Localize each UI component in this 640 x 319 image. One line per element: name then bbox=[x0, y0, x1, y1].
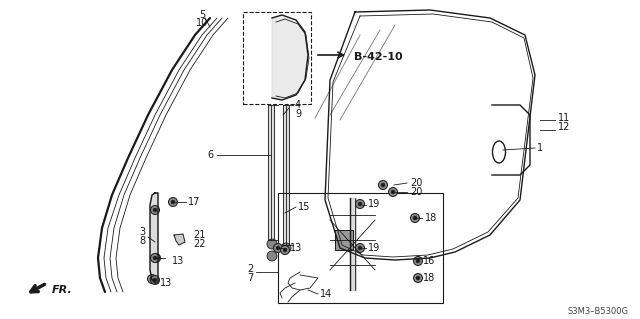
Text: 22: 22 bbox=[193, 239, 205, 249]
Circle shape bbox=[150, 205, 159, 214]
Polygon shape bbox=[350, 198, 356, 290]
Circle shape bbox=[168, 197, 177, 206]
Text: 20: 20 bbox=[410, 187, 422, 197]
Circle shape bbox=[152, 254, 161, 263]
Text: 13: 13 bbox=[290, 243, 302, 253]
Text: 12: 12 bbox=[558, 122, 570, 132]
Circle shape bbox=[358, 246, 362, 250]
Circle shape bbox=[410, 213, 419, 222]
Text: 13: 13 bbox=[160, 278, 172, 288]
Polygon shape bbox=[283, 105, 289, 245]
Circle shape bbox=[391, 190, 395, 194]
Text: S3M3–B5300G: S3M3–B5300G bbox=[567, 307, 628, 315]
Text: 11: 11 bbox=[558, 113, 570, 123]
Circle shape bbox=[355, 199, 365, 209]
Text: 9: 9 bbox=[295, 109, 301, 119]
Text: 6: 6 bbox=[207, 150, 213, 160]
Circle shape bbox=[378, 181, 387, 189]
Text: 1: 1 bbox=[537, 143, 543, 153]
Circle shape bbox=[416, 276, 420, 280]
Circle shape bbox=[355, 243, 365, 253]
Circle shape bbox=[416, 259, 420, 263]
Text: B-42-10: B-42-10 bbox=[354, 52, 403, 62]
Bar bbox=[335, 230, 353, 250]
Polygon shape bbox=[174, 234, 185, 245]
Text: 19: 19 bbox=[368, 199, 380, 209]
Polygon shape bbox=[268, 105, 274, 240]
Bar bbox=[278, 193, 443, 303]
Circle shape bbox=[413, 256, 422, 265]
Text: 13: 13 bbox=[172, 256, 184, 266]
Circle shape bbox=[154, 256, 158, 260]
Text: 17: 17 bbox=[188, 197, 200, 207]
Text: 14: 14 bbox=[320, 289, 332, 299]
Circle shape bbox=[280, 246, 289, 255]
Circle shape bbox=[147, 275, 157, 284]
Circle shape bbox=[388, 188, 397, 197]
Circle shape bbox=[273, 243, 282, 253]
Text: 5: 5 bbox=[199, 10, 205, 20]
Circle shape bbox=[267, 239, 277, 249]
Circle shape bbox=[150, 276, 159, 285]
Circle shape bbox=[150, 254, 159, 263]
Text: 18: 18 bbox=[425, 213, 437, 223]
Text: 7: 7 bbox=[247, 273, 253, 283]
Text: 21: 21 bbox=[193, 230, 205, 240]
Circle shape bbox=[153, 278, 157, 282]
Circle shape bbox=[283, 248, 287, 252]
Circle shape bbox=[413, 216, 417, 220]
Circle shape bbox=[153, 208, 157, 212]
Circle shape bbox=[413, 273, 422, 283]
Bar bbox=[243, 12, 311, 104]
Text: 3: 3 bbox=[139, 227, 145, 237]
Polygon shape bbox=[150, 193, 158, 283]
Circle shape bbox=[358, 202, 362, 206]
Text: 16: 16 bbox=[423, 256, 435, 266]
Text: FR.: FR. bbox=[52, 285, 73, 295]
Circle shape bbox=[281, 243, 291, 253]
Circle shape bbox=[172, 200, 175, 204]
Circle shape bbox=[381, 183, 385, 187]
Text: 4: 4 bbox=[295, 100, 301, 110]
Text: 18: 18 bbox=[423, 273, 435, 283]
Text: 15: 15 bbox=[298, 202, 310, 212]
Circle shape bbox=[267, 251, 277, 261]
Text: 2: 2 bbox=[247, 264, 253, 274]
Text: 20: 20 bbox=[410, 178, 422, 188]
Polygon shape bbox=[272, 15, 308, 100]
Text: 8: 8 bbox=[139, 236, 145, 246]
Circle shape bbox=[153, 256, 157, 260]
Circle shape bbox=[150, 277, 154, 281]
Text: 19: 19 bbox=[368, 243, 380, 253]
Circle shape bbox=[276, 246, 280, 250]
Text: 10: 10 bbox=[196, 18, 208, 28]
